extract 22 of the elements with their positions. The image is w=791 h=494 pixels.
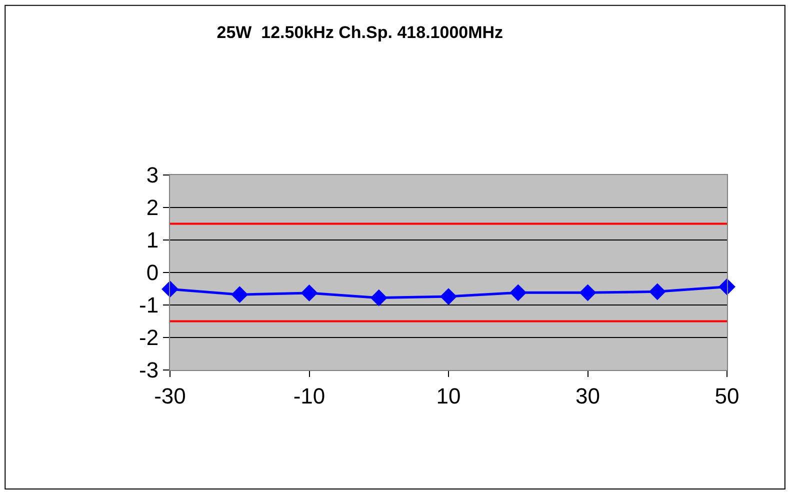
point [370,289,388,306]
y-tick-label: 2 [146,195,159,220]
y-tick-label: -2 [139,325,159,350]
y-tick-label: -3 [139,358,159,383]
y-tick-label: -1 [139,292,159,318]
point [440,288,457,305]
point [510,284,527,302]
x-tick-label: 10 [436,383,461,408]
x-tick-label: -10 [293,383,326,408]
x-tick-label: 30 [576,383,600,408]
y-tick-label: 3 [146,162,159,188]
point [231,286,248,304]
point [718,278,736,296]
chart-title: 25W 12.50kHz Ch.Sp. 418.1000MHz [216,23,504,42]
point [579,284,596,302]
point [162,280,178,298]
y-tick-label: 0 [146,260,159,286]
y-tick-label: 1 [146,228,159,253]
point [648,283,666,300]
point [300,284,318,302]
x-tick-label: -30 [154,383,186,408]
x-tick-label: 50 [714,383,740,408]
